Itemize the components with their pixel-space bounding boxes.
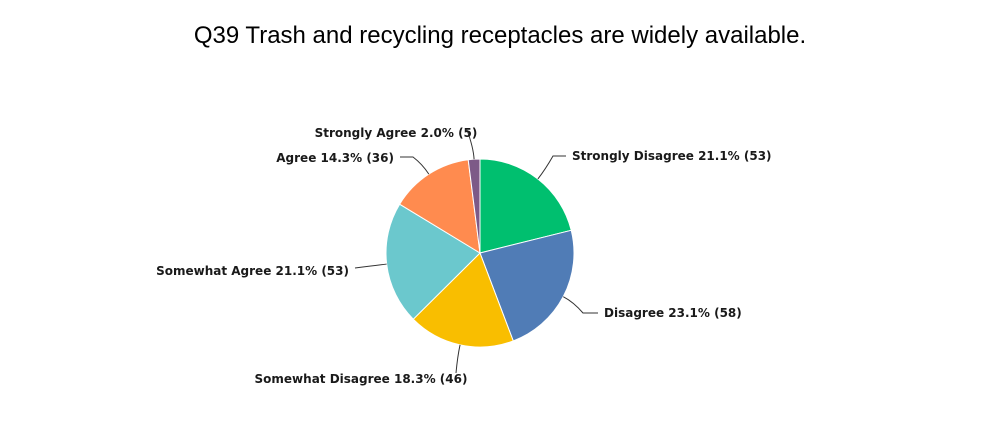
leader-line-somewhat-disagree [455, 344, 461, 374]
slice-label-strongly-disagree: Strongly Disagree 21.1% (53) [572, 149, 772, 163]
slice-labels: Strongly Disagree 21.1% (53) Disagree 23.… [156, 126, 771, 386]
leader-line-disagree [563, 296, 598, 314]
pie-slice-somewhat-agree [385, 203, 481, 320]
pie-slice-strongly-disagree [479, 158, 572, 254]
leader-line-agree [400, 156, 430, 175]
pie-slice-agree [398, 159, 481, 254]
leader-line-somewhat-agree [354, 263, 387, 269]
slice-label-strongly-agree: Strongly Agree 2.0% (5) [315, 126, 478, 140]
pie-slices [385, 158, 575, 348]
pie-slice-strongly-agree [467, 158, 481, 254]
slice-label-disagree: Disagree 23.1% (58) [604, 306, 742, 320]
chart-title: Q39 Trash and recycling receptacles are … [193, 22, 807, 49]
slice-label-agree: Agree 14.3% (36) [276, 151, 394, 165]
leader-line-strongly-agree [466, 129, 475, 160]
pie-slice-disagree [479, 229, 575, 342]
slice-label-somewhat-disagree: Somewhat Disagree 18.3% (46) [255, 372, 468, 386]
slice-label-somewhat-agree: Somewhat Agree 21.1% (53) [156, 264, 349, 278]
leader-line-strongly-disagree [537, 155, 566, 180]
leader-lines [354, 129, 598, 374]
